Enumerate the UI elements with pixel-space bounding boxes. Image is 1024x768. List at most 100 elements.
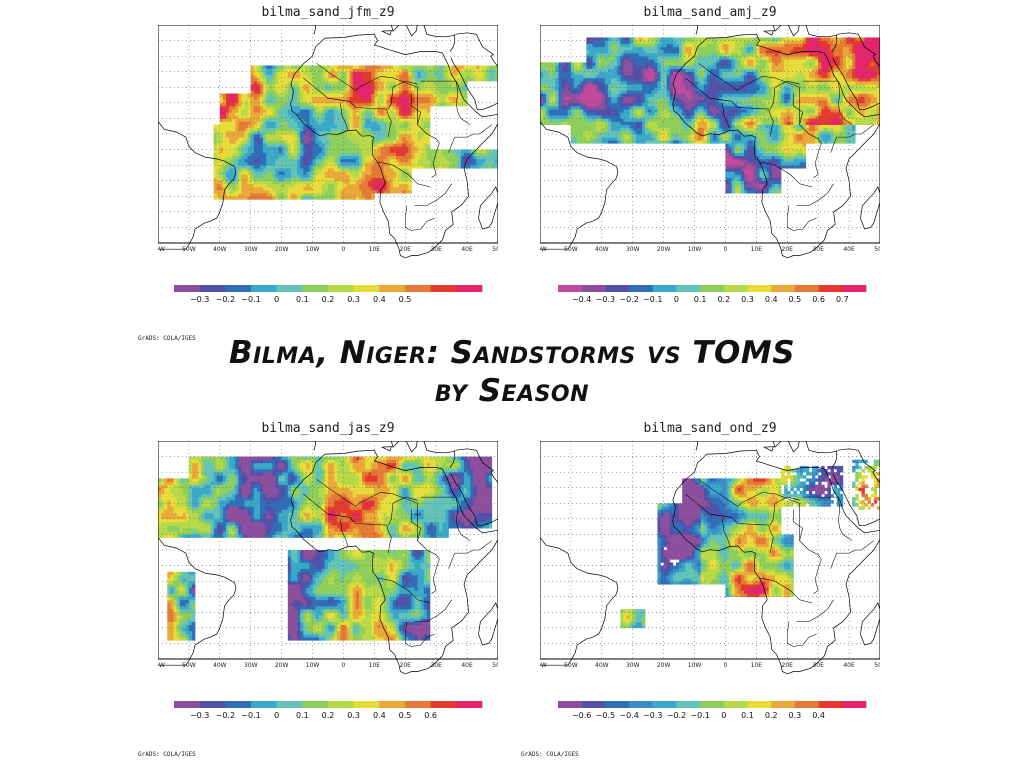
field-cell	[213, 186, 218, 191]
field-cell	[601, 130, 606, 135]
field-cell	[377, 68, 381, 73]
field-cell	[278, 71, 282, 76]
field-cell	[448, 165, 452, 169]
field-cell	[448, 99, 452, 104]
field-cell	[417, 140, 422, 144]
field-cell	[669, 112, 674, 116]
field-cell	[374, 174, 378, 178]
field-cell	[448, 77, 452, 82]
field-cell	[423, 140, 428, 144]
field-cell	[725, 177, 729, 182]
field-cell	[396, 130, 400, 135]
field-cell	[229, 118, 233, 122]
field-cell	[392, 105, 397, 110]
field-cell	[222, 193, 227, 197]
field-cell	[318, 109, 323, 113]
field-cell	[374, 109, 378, 113]
field-cell	[216, 165, 221, 169]
field-cell	[728, 146, 732, 150]
field-cell	[300, 130, 304, 135]
field-cell	[604, 134, 609, 138]
field-cell	[337, 168, 341, 172]
field-cell	[774, 99, 779, 104]
field-cell	[485, 158, 490, 163]
field-cell	[685, 109, 689, 113]
field-cell	[747, 186, 751, 191]
field-cell	[318, 71, 323, 76]
field-cell	[759, 174, 763, 178]
field-cell	[371, 65, 375, 69]
field-cell	[771, 137, 776, 141]
field-cell	[349, 96, 354, 101]
field-cell	[842, 124, 847, 129]
field-cell	[765, 171, 770, 175]
field-cell	[368, 68, 372, 73]
field-cell	[374, 124, 378, 129]
field-cell	[864, 118, 868, 122]
field-cell	[824, 105, 828, 110]
field-cell	[408, 68, 412, 73]
field-cell	[340, 127, 344, 132]
field-cell	[392, 180, 397, 185]
field-cell	[439, 84, 443, 88]
field-cell	[411, 99, 415, 104]
field-cell	[620, 109, 624, 113]
field-cell	[355, 109, 360, 113]
field-cell	[362, 162, 366, 166]
field-cell	[294, 90, 298, 94]
field-cell	[287, 140, 292, 144]
field-cell	[269, 140, 273, 144]
field-cell	[352, 96, 357, 101]
field-cell	[417, 81, 422, 85]
field-cell	[719, 130, 723, 135]
field-cell	[491, 165, 496, 169]
field-cell	[771, 121, 776, 125]
field-cell	[300, 118, 304, 122]
field-cell	[846, 112, 850, 116]
field-cell	[564, 115, 569, 119]
field-cell	[654, 118, 658, 122]
field-cell	[358, 96, 363, 101]
field-cell	[392, 81, 397, 85]
field-cell	[337, 137, 341, 141]
field-cell	[235, 155, 239, 160]
field-cell	[377, 174, 381, 178]
field-cell	[303, 140, 307, 144]
field-cell	[337, 74, 341, 79]
field-cell	[796, 149, 800, 153]
field-cell	[417, 96, 422, 101]
field-cell	[654, 112, 658, 116]
field-cell	[417, 71, 422, 76]
field-cell	[334, 158, 338, 163]
field-cell	[269, 118, 273, 122]
field-cell	[324, 146, 329, 150]
field-cell	[750, 149, 754, 153]
field-cell	[229, 134, 233, 138]
field-cell	[318, 96, 323, 101]
field-cell	[247, 143, 252, 147]
field-cell	[771, 186, 776, 191]
field-cell	[340, 87, 344, 91]
field-cell	[389, 177, 394, 182]
field-cell	[778, 118, 782, 122]
field-cell	[306, 190, 310, 194]
field-cell	[260, 96, 264, 101]
field-cell	[300, 112, 304, 116]
field-cell	[222, 171, 227, 175]
field-cell	[457, 74, 462, 79]
field-cell	[247, 155, 252, 160]
field-cell	[781, 140, 785, 144]
field-cell	[275, 77, 279, 82]
field-cell	[408, 87, 412, 91]
field-cell	[774, 162, 779, 166]
field-cell	[278, 87, 282, 91]
field-cell	[799, 137, 804, 141]
field-cell	[546, 109, 550, 113]
field-cell	[266, 118, 270, 122]
field-cell	[300, 134, 304, 138]
field-cell	[685, 140, 689, 144]
field-cell	[392, 158, 397, 163]
field-cell	[365, 84, 369, 88]
field-cell	[479, 77, 483, 82]
field-cell	[595, 115, 600, 119]
